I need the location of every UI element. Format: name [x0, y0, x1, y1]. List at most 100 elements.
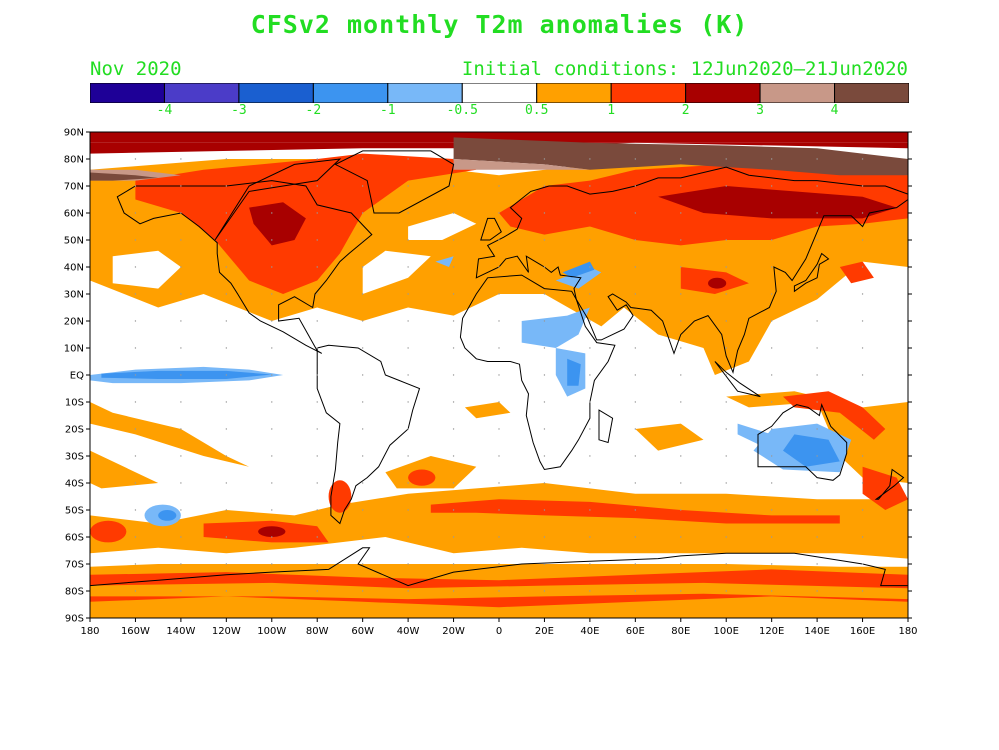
indonesia-coast	[714, 361, 761, 398]
latitude-label: 40S	[65, 479, 84, 490]
anomaly-orange-region	[464, 402, 511, 419]
longitude-label: 0	[496, 626, 502, 637]
latitude-label: 60S	[65, 533, 84, 544]
longitude-label: 180	[898, 626, 917, 637]
longitude-label: 120W	[212, 626, 241, 637]
africa-coast	[459, 274, 616, 471]
anomaly-darkred-region	[258, 526, 286, 537]
anomaly-white-region	[362, 250, 431, 294]
colorbar-tick-label: -4	[156, 103, 173, 118]
colorbar-tick-label: -2	[305, 103, 322, 118]
colorbar-tick-label: 3	[756, 103, 764, 118]
longitude-label: 20W	[442, 626, 465, 637]
anomaly-pink-region	[453, 159, 590, 170]
longitude-label: 100W	[257, 626, 286, 637]
longitude-label: 40E	[580, 626, 599, 637]
latitude-label: 30N	[64, 290, 84, 301]
latitude-label: 90S	[65, 614, 84, 625]
longitude-label: 60W	[351, 626, 374, 637]
initial-conditions: Initial conditions: 12Jun2020–21Jun2020	[461, 58, 908, 80]
anomaly-blue-region	[783, 434, 840, 467]
forecast-month: Nov 2020	[90, 58, 182, 80]
colorbar-tick-label: 1	[607, 103, 616, 118]
latitude-label: 10S	[65, 398, 84, 409]
south-america-coast	[316, 344, 421, 525]
anomaly-darkred-region	[249, 202, 306, 246]
latitude-label: 40N	[64, 263, 84, 274]
longitude-label: 120E	[759, 626, 784, 637]
longitude-label: 140W	[166, 626, 195, 637]
north-america-coast	[116, 180, 373, 354]
madagascar-coast	[598, 409, 614, 444]
longitude-label: 160E	[850, 626, 875, 637]
anomaly-white-region	[862, 277, 908, 311]
anomaly-red-region	[862, 466, 908, 510]
anomaly-darkred-region	[658, 186, 897, 219]
anomaly-red-region	[135, 153, 477, 294]
anomaly-darkred-region	[90, 132, 908, 143]
anomaly-red-region	[430, 499, 840, 524]
latitude-label: EQ	[70, 371, 84, 382]
colorbar-tick-label: -0.5	[446, 103, 478, 118]
anomaly-white-region	[90, 537, 908, 567]
anomaly-brown-region	[453, 137, 908, 176]
anomaly-white-region	[408, 213, 477, 240]
latitude-label: 50N	[64, 236, 84, 247]
australia-coast	[757, 403, 848, 481]
anomaly-red-region	[328, 480, 352, 513]
colorbar-labels: -4 -3 -2 -1 -0.5 0.5 1 2 3 4	[0, 103, 999, 123]
anomaly-darkred-region	[90, 142, 908, 154]
anomaly-red-region	[783, 391, 886, 440]
latitude-label: 70S	[65, 560, 84, 571]
anomaly-orange-region	[90, 402, 250, 467]
greenland-coast	[334, 150, 455, 214]
longitude-label: 180	[80, 626, 99, 637]
longitude-label: 140E	[804, 626, 829, 637]
anomaly-red-region	[408, 469, 436, 486]
britain-coast	[480, 217, 502, 241]
new-zealand-coast	[874, 468, 905, 500]
anomaly-blue-region	[567, 358, 581, 386]
anomaly-red-region	[90, 520, 127, 543]
latitude-label: 70N	[64, 182, 84, 193]
chart-title: CFSv2 monthly T2m anomalies (K)	[250, 10, 749, 39]
latitude-label: 20S	[65, 425, 84, 436]
anomaly-blue-region	[562, 261, 595, 278]
latitude-label: 20N	[64, 317, 84, 328]
longitude-label: 160W	[121, 626, 150, 637]
eurasia-coast	[475, 166, 908, 374]
anomaly-lightblue-region	[435, 256, 454, 267]
longitude-label: 80E	[671, 626, 690, 637]
colorbar	[90, 83, 909, 103]
longitude-label: 100E	[714, 626, 739, 637]
latitude-label: 10N	[64, 344, 84, 355]
anomaly-orange-region	[635, 423, 704, 451]
longitude-label: 40W	[397, 626, 420, 637]
longitude-label: 80W	[306, 626, 329, 637]
anomaly-lightblue-region	[521, 307, 590, 348]
japan-coast	[793, 252, 830, 293]
colorbar-tick-label: 0.5	[524, 103, 549, 118]
longitude-label: 60E	[626, 626, 645, 637]
coastlines	[90, 150, 908, 618]
anomaly-brown-region	[90, 172, 159, 181]
antarctica-coast	[90, 547, 908, 618]
axis-ticks: 90N 80N 70N 60N 50N 40N 30N 20N 10N EQ 10S 20S 30S 40…	[64, 128, 918, 638]
colorbar-tick-label: 2	[681, 103, 690, 118]
anomaly-lightblue-region	[737, 423, 772, 446]
latitude-label: 80N	[64, 155, 84, 166]
latitude-label: 60N	[64, 209, 84, 220]
latitude-label: 50S	[65, 506, 84, 517]
longitude-label: 20E	[535, 626, 554, 637]
anomaly-red-region	[839, 261, 874, 284]
anomaly-blue-region	[158, 510, 177, 521]
colorbar-tick-label: -3	[231, 103, 247, 118]
latitude-label: 90N	[64, 128, 84, 139]
latitude-label: 80S	[65, 587, 84, 598]
colorbar-tick-label: 4	[830, 103, 839, 118]
colorbar-tick-label: -1	[379, 103, 396, 118]
anomaly-darkred-region	[708, 277, 727, 289]
anomaly-white-region	[112, 250, 181, 289]
anomaly-orange-region	[90, 450, 159, 489]
